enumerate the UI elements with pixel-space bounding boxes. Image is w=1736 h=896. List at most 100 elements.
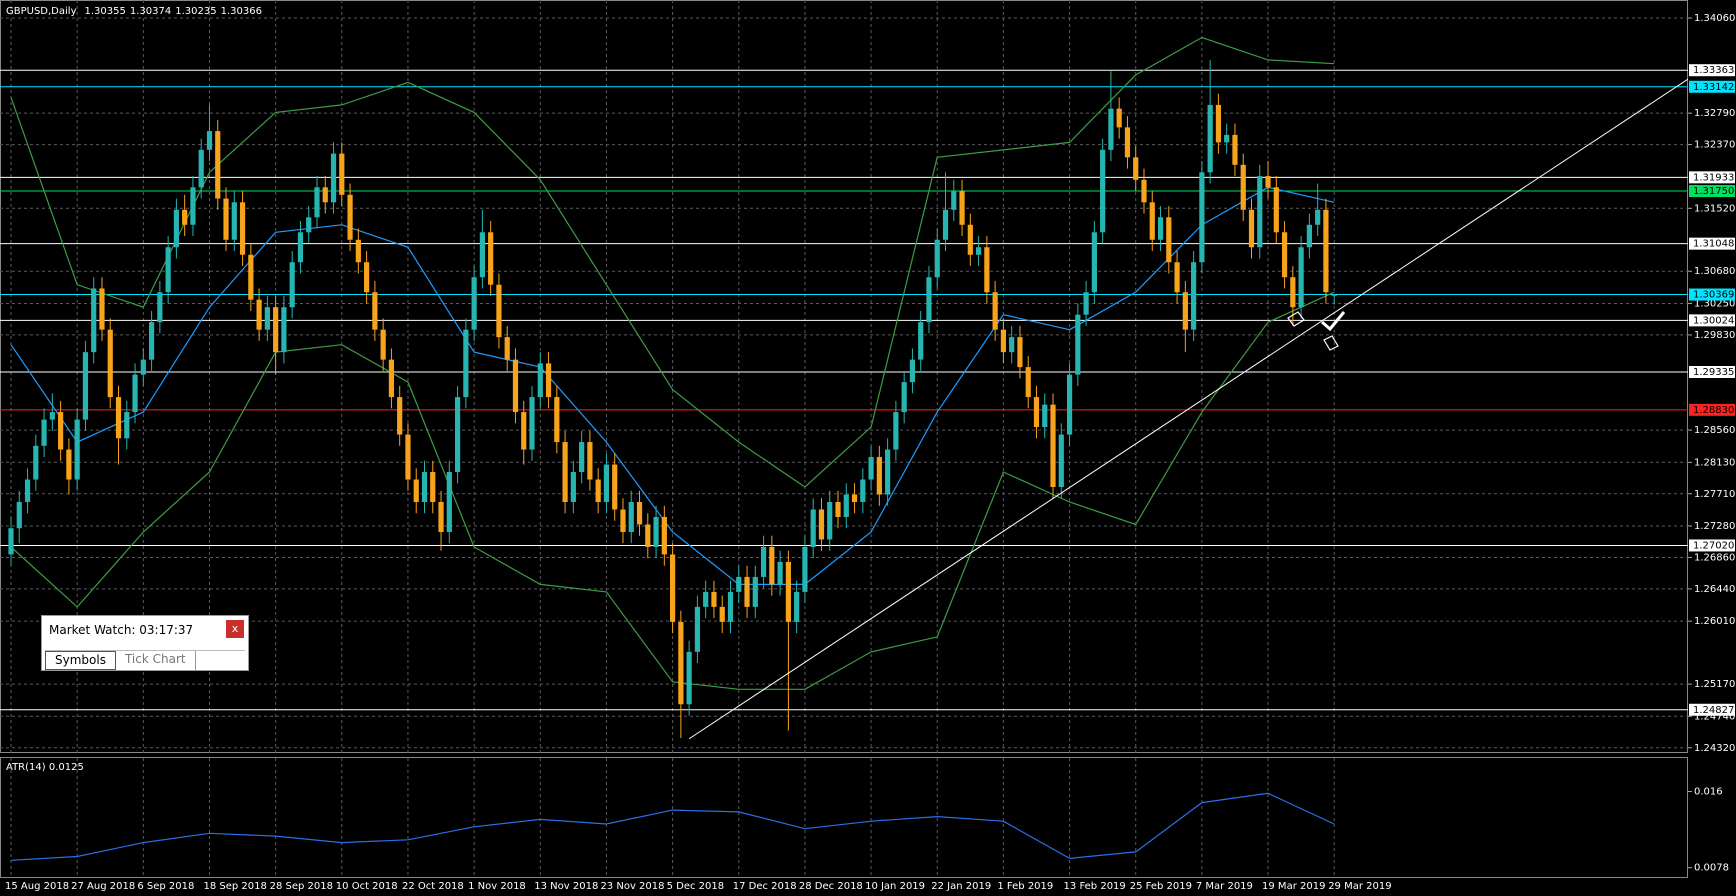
y-tick-label: 1.31520 xyxy=(1694,203,1735,214)
atr-frame xyxy=(0,757,1688,878)
candle-body xyxy=(132,374,138,413)
candle-body xyxy=(256,299,262,330)
x-tick-label: 18 Sep 2018 xyxy=(203,881,266,892)
candle-body xyxy=(1315,209,1321,225)
candle-body xyxy=(860,479,866,502)
y-tick-label: 1.29830 xyxy=(1694,330,1735,341)
candle-body xyxy=(413,479,419,502)
indicator-line xyxy=(10,36,1335,488)
x-tick-label: 1 Feb 2019 xyxy=(997,881,1053,892)
candle-body xyxy=(926,277,932,323)
x-tick-label: 19 Mar 2019 xyxy=(1262,881,1325,892)
chart-header: GBPUSD,Daily 1.30355 1.30374 1.30235 1.30366 xyxy=(6,6,262,17)
atr-tick-label: 0.0078 xyxy=(1694,863,1729,874)
candle-body xyxy=(951,191,957,210)
candle-body xyxy=(1116,108,1122,128)
candle-body xyxy=(82,352,89,420)
level-label: 1.28830 xyxy=(1693,405,1734,416)
x-tick-label: 10 Oct 2018 xyxy=(336,881,398,892)
ohlc-open: 1.30355 xyxy=(85,6,126,17)
candle-body xyxy=(1191,262,1197,330)
candle-body xyxy=(41,419,47,446)
candle-body xyxy=(297,232,304,263)
candle-body xyxy=(1100,149,1106,233)
candle-body xyxy=(942,209,949,240)
x-tick-label: 28 Sep 2018 xyxy=(270,881,333,892)
candle-body xyxy=(794,591,800,622)
x-tick-label: 13 Feb 2019 xyxy=(1064,881,1126,892)
candle-body xyxy=(289,262,295,308)
candle-body xyxy=(521,412,527,450)
candle-body xyxy=(1058,434,1064,488)
level-label-bg xyxy=(1689,314,1735,327)
candle-body xyxy=(157,292,163,323)
candle-body xyxy=(554,397,560,443)
candle-body xyxy=(579,442,585,473)
trend-line xyxy=(688,78,1688,740)
candle-body xyxy=(24,479,31,502)
candle-body xyxy=(744,576,750,607)
candle-body xyxy=(1083,292,1089,315)
candle-body xyxy=(364,262,370,293)
candle-body xyxy=(264,307,270,330)
candle-body xyxy=(595,479,601,502)
candle-body xyxy=(628,502,634,532)
y-tick-label: 1.26010 xyxy=(1694,616,1735,627)
candle-body xyxy=(1042,404,1048,428)
candle-body xyxy=(1248,209,1255,248)
candle-body xyxy=(736,576,742,592)
x-tick-label: 1 Nov 2018 xyxy=(468,881,526,892)
candle-body xyxy=(678,621,684,705)
y-tick-label: 1.34060 xyxy=(1694,13,1735,24)
candle-body xyxy=(1273,187,1279,233)
candle-body xyxy=(430,472,436,502)
x-tick-label: 27 Aug 2018 xyxy=(71,881,135,892)
y-tick-label: 1.27280 xyxy=(1694,521,1735,532)
candle-body xyxy=(1075,314,1081,375)
y-tick-label: 1.28130 xyxy=(1694,457,1735,468)
level-label: 1.33142 xyxy=(1693,82,1734,93)
tab[interactable]: Symbols xyxy=(45,651,116,670)
y-tick-label: 1.24320 xyxy=(1694,743,1735,754)
candle-body xyxy=(545,363,552,398)
candle-body xyxy=(851,494,858,502)
candle-body xyxy=(231,202,237,240)
y-tick-label: 1.30680 xyxy=(1694,266,1735,277)
indicator-line xyxy=(10,186,1335,585)
candle-body xyxy=(1323,209,1329,293)
level-label: 1.31750 xyxy=(1693,186,1734,197)
market-watch-window: Market Watch: 03:17:37 x Symbols Tick Ch… xyxy=(41,615,249,671)
cursor-hands xyxy=(1287,311,1339,351)
level-label: 1.29335 xyxy=(1693,367,1734,378)
level-label-bg xyxy=(1689,703,1735,716)
x-tick-label: 7 Mar 2019 xyxy=(1196,881,1253,892)
x-tick-label: 13 Nov 2018 xyxy=(534,881,598,892)
close-button[interactable]: x xyxy=(226,620,244,638)
candle-body xyxy=(66,449,72,480)
candle-body xyxy=(463,329,469,398)
candle-body xyxy=(901,382,907,413)
x-tick-label: 10 Jan 2019 xyxy=(865,881,925,892)
level-label-bg xyxy=(1689,185,1735,198)
y-tick-label: 1.32790 xyxy=(1694,108,1735,119)
candle-body xyxy=(1066,374,1073,435)
candle-body xyxy=(124,412,130,439)
candle-body xyxy=(512,359,519,413)
atr-line xyxy=(10,792,1335,861)
candle-body xyxy=(661,516,667,555)
candle-body xyxy=(405,434,411,480)
y-tick-label: 1.26860 xyxy=(1694,552,1735,563)
candle-body xyxy=(810,509,816,547)
tab[interactable]: Tick Chart xyxy=(116,651,196,670)
candle-body xyxy=(49,412,55,420)
candle-body xyxy=(653,516,659,547)
candle-body xyxy=(686,651,692,705)
window-title: Market Watch: 03:17:37 xyxy=(49,623,194,637)
x-tick-label: 22 Jan 2019 xyxy=(931,881,991,892)
y-tick-label: 1.24740 xyxy=(1694,711,1735,722)
level-label-bg xyxy=(1689,288,1735,301)
candle-body xyxy=(248,254,254,300)
level-label-bg xyxy=(1689,64,1735,77)
candle-body xyxy=(1108,108,1114,150)
